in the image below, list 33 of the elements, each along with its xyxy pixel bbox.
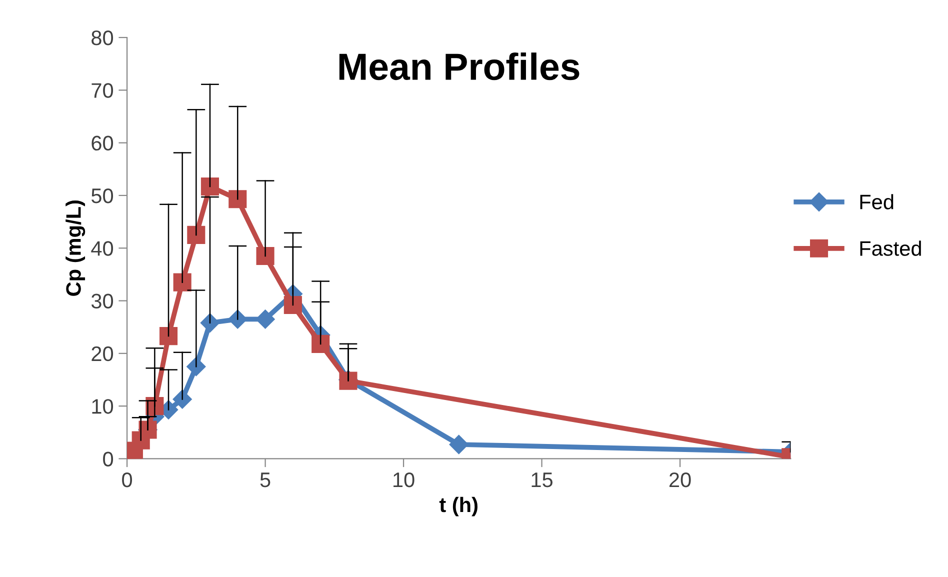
point	[449, 434, 468, 454]
point	[159, 327, 178, 346]
x-axis-title: t (h)	[439, 496, 478, 516]
point	[186, 357, 206, 376]
point	[200, 177, 220, 196]
x-tick-label: 5	[260, 472, 270, 488]
point	[172, 390, 192, 409]
point	[256, 310, 275, 329]
point	[312, 334, 330, 353]
y-tick-label: 30	[91, 294, 114, 309]
legend-label: Fed	[860, 194, 894, 210]
point	[256, 246, 274, 266]
point	[284, 296, 302, 314]
y-tick-label: 20	[92, 346, 114, 362]
x-tick-label: 15	[532, 472, 552, 488]
y-tick-label: 10	[92, 399, 114, 414]
y-tick-label: 70	[92, 83, 114, 98]
y-tick-label: 50	[92, 188, 114, 204]
y-tick-label: 80	[92, 30, 114, 46]
chart-title: Mean Profiles	[339, 52, 580, 80]
x-tick-label: 20	[669, 472, 691, 488]
point	[228, 310, 248, 329]
point	[228, 190, 247, 208]
y-axis-title: Cp (mg/L)	[66, 200, 86, 296]
x-tick-label: 0	[122, 472, 132, 488]
legend-label: Fasted	[860, 240, 921, 256]
point	[200, 313, 220, 332]
y-tick-label: 40	[91, 241, 114, 256]
y-tick-label: 0	[103, 452, 114, 466]
point	[187, 226, 206, 244]
x-tick-label: 10	[394, 472, 414, 488]
point	[173, 273, 192, 292]
y-tick-label: 60	[92, 136, 114, 151]
